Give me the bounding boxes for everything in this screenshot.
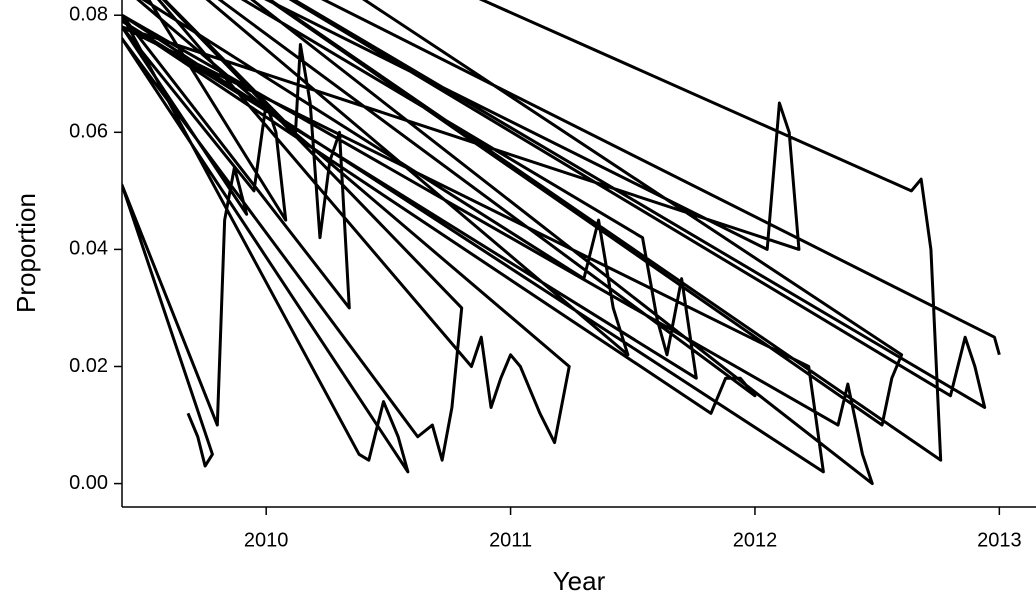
y-tick-label: 0.00 [69, 472, 108, 494]
x-tick-label: 2012 [733, 529, 778, 551]
y-tick-label: 0.02 [69, 355, 108, 377]
y-tick-label: 0.06 [69, 121, 108, 143]
x-tick-label: 2010 [244, 529, 289, 551]
x-tick-label: 2013 [977, 529, 1022, 551]
y-tick-label: 0.04 [69, 238, 108, 260]
plot-area [122, 0, 1001, 486]
x-axis-title: Year [553, 566, 606, 596]
data-line [122, 0, 1001, 486]
y-axis-title: Proportion [11, 193, 41, 313]
y-tick-label: 0.08 [69, 4, 108, 26]
x-tick-label: 2011 [489, 529, 532, 551]
